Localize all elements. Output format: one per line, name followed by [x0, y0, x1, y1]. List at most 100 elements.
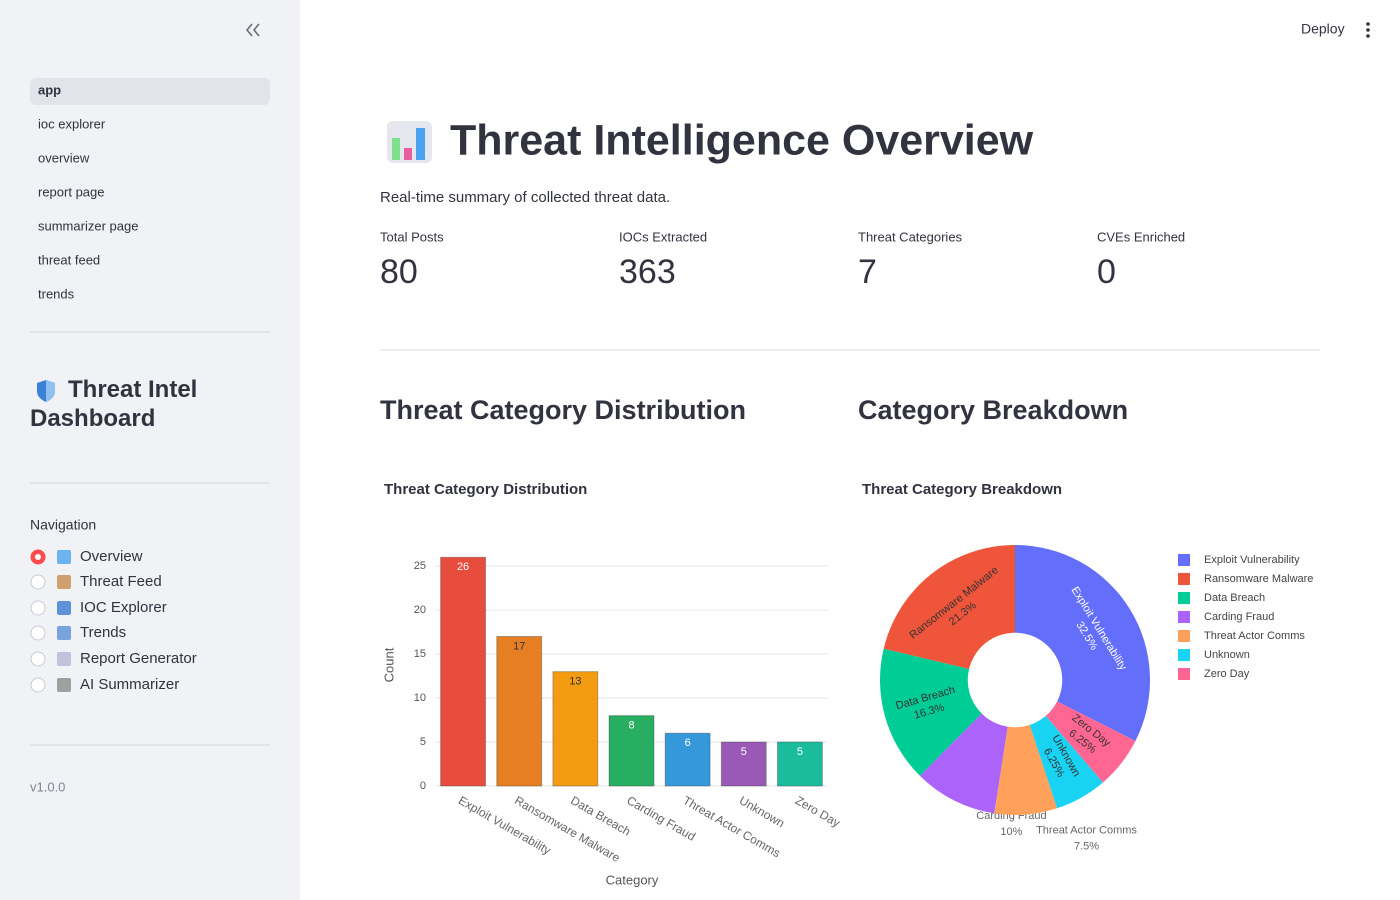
- legend-label: Unknown: [1204, 649, 1250, 661]
- pie-slice: [1029, 715, 1103, 809]
- page-link[interactable]: overview: [38, 150, 90, 165]
- subtitle: Real-time summary of collected threat da…: [380, 189, 670, 206]
- shield-icon: [46, 380, 55, 402]
- chart-title: Threat Category Distribution: [384, 481, 587, 498]
- nav-icon: [57, 626, 71, 640]
- section-heading: Category Breakdown: [858, 395, 1128, 425]
- page-link[interactable]: trends: [38, 286, 75, 301]
- legend-swatch: [1178, 611, 1190, 623]
- metric-label: Threat Categories: [858, 229, 963, 244]
- pie-slice: [1045, 701, 1136, 783]
- y-axis-title: Count: [381, 647, 396, 682]
- bar: [720, 741, 767, 787]
- pie-slice: [1015, 545, 1150, 742]
- radio[interactable]: [30, 574, 46, 590]
- bar: [608, 715, 655, 787]
- bar-value-label: 5: [741, 746, 747, 758]
- sidebar-title: Threat Intel Dashboard: [30, 376, 197, 432]
- nav-icon: [57, 601, 71, 615]
- nav-option[interactable]: Trends: [80, 624, 126, 641]
- nav-icon: [57, 652, 71, 666]
- nav-icon: [57, 550, 71, 564]
- page-link[interactable]: report page: [38, 184, 105, 199]
- metric-value: 7: [858, 253, 877, 291]
- radio[interactable]: [30, 600, 46, 616]
- pie-label: Threat Actor Comms 7.5%: [1036, 824, 1137, 852]
- page-link[interactable]: threat feed: [38, 252, 100, 267]
- x-tick-label: Threat Actor Comms: [681, 793, 783, 860]
- legend-swatch: [1178, 554, 1190, 566]
- bar-value-label: 5: [797, 746, 803, 758]
- y-tick-label: 15: [414, 648, 426, 660]
- pie-slice: [880, 648, 982, 776]
- page-title: Threat Intelligence Overview: [450, 116, 1034, 164]
- nav-option[interactable]: Overview: [80, 548, 143, 565]
- pie-label-name: Threat Actor Comms: [1036, 824, 1137, 836]
- title-icon: [387, 121, 432, 163]
- metric-label: CVEs Enriched: [1097, 229, 1185, 244]
- bar: [664, 732, 711, 787]
- y-tick-label: 5: [420, 736, 426, 748]
- menu-button[interactable]: [1366, 22, 1370, 38]
- version: v1.0.0: [30, 779, 65, 794]
- collapse-sidebar[interactable]: [245, 23, 260, 37]
- pie-slice: [919, 713, 1008, 814]
- x-tick-label: Unknown: [737, 793, 787, 830]
- pie-label-percent: 10%: [1000, 826, 1022, 838]
- bar: [552, 671, 599, 787]
- x-tick-label: Ransomware Malware: [512, 793, 623, 865]
- nav-option[interactable]: Report Generator: [80, 650, 197, 667]
- bar: [440, 556, 487, 787]
- radio[interactable]: [30, 677, 46, 693]
- pie-slice: [994, 724, 1058, 816]
- legend-label: Data Breach: [1204, 592, 1265, 604]
- bar-value-label: 6: [685, 737, 691, 749]
- legend-swatch: [1178, 573, 1190, 585]
- bar: [496, 635, 543, 787]
- nav-option[interactable]: AI Summarizer: [80, 676, 179, 693]
- radio-dot: [35, 554, 41, 560]
- y-tick-label: 25: [414, 560, 426, 572]
- y-tick-label: 20: [414, 604, 426, 616]
- deploy-button[interactable]: Deploy: [1301, 21, 1345, 37]
- nav-option[interactable]: IOC Explorer: [80, 599, 167, 616]
- page-link[interactable]: ioc explorer: [38, 116, 106, 131]
- x-tick-label: Zero Day: [793, 793, 843, 830]
- x-tick-label: Exploit Vulnerability: [456, 793, 553, 857]
- y-tick-label: 0: [420, 780, 426, 792]
- page-link[interactable]: app: [38, 82, 61, 97]
- sidebar-title-line: Threat Intel: [68, 376, 197, 403]
- pie-label-percent: 7.5%: [1074, 840, 1099, 852]
- legend-label: Ransomware Malware: [1204, 573, 1313, 585]
- metric-value: 363: [619, 253, 676, 291]
- radio[interactable]: [30, 625, 46, 641]
- radio[interactable]: [30, 651, 46, 667]
- sidebar: [0, 0, 300, 900]
- legend-swatch: [1178, 630, 1190, 642]
- metric-value: 0: [1097, 253, 1116, 291]
- legend-label: Zero Day: [1204, 668, 1250, 680]
- legend-label: Carding Fraud: [1204, 611, 1274, 623]
- pie-slice: [883, 545, 1015, 670]
- section-heading: Threat Category Distribution: [380, 395, 746, 425]
- bar-value-label: 17: [513, 640, 525, 652]
- nav-option[interactable]: Threat Feed: [80, 573, 162, 590]
- nav-icon: [57, 678, 71, 692]
- y-tick-label: 10: [414, 692, 426, 704]
- bar-value-label: 13: [569, 676, 581, 688]
- legend-label: Threat Actor Comms: [1204, 630, 1305, 642]
- bar-value-label: 26: [457, 561, 469, 573]
- bar-value-label: 8: [628, 720, 634, 732]
- active-page-bg: [30, 78, 270, 105]
- legend-swatch: [1178, 649, 1190, 661]
- x-axis-title: Category: [606, 872, 659, 887]
- metric-label: Total Posts: [380, 229, 444, 244]
- legend-label: Exploit Vulnerability: [1204, 554, 1300, 566]
- legend-swatch: [1178, 592, 1190, 604]
- page-link[interactable]: summarizer page: [38, 218, 138, 233]
- nav-icon: [57, 575, 71, 589]
- sidebar-title-line: Dashboard: [30, 405, 155, 432]
- bar: [776, 741, 823, 787]
- chart-title: Threat Category Breakdown: [862, 481, 1062, 498]
